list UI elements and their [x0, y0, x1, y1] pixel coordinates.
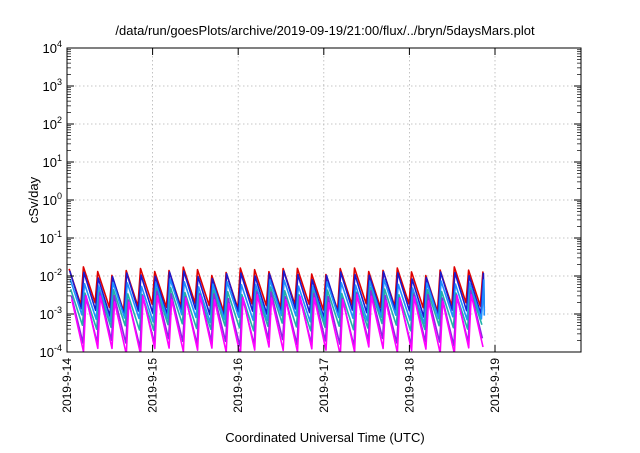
- y-tick-label: 101: [43, 153, 62, 170]
- series-line: [71, 293, 484, 352]
- chart-title: /data/run/goesPlots/archive/2019-09-19/2…: [115, 23, 535, 38]
- x-tick-label: 2019-9-14: [60, 358, 74, 413]
- series-line: [69, 286, 483, 332]
- x-tick-label: 2019-9-15: [146, 358, 160, 413]
- x-tick-label: 2019-9-19: [488, 358, 502, 413]
- y-tick-label: 104: [43, 39, 62, 56]
- x-tick-label: 2019-9-18: [402, 358, 416, 413]
- series-line: [69, 278, 486, 325]
- x-tick-labels: 2019-9-14 2019-9-15 2019-9-16 2019-9-17 2019…: [60, 358, 502, 413]
- y-tick-label: 102: [43, 115, 62, 132]
- y-tick-label: 10-2: [40, 267, 62, 284]
- axis-ticks: [66, 47, 581, 353]
- x-tick-label: 2019-9-16: [231, 358, 245, 413]
- y-tick-label: 10-3: [40, 305, 62, 322]
- y-tick-label: 10-4: [40, 343, 62, 360]
- y-axis-label: cSv/day: [26, 176, 41, 223]
- x-tick-label: 2019-9-17: [317, 358, 331, 413]
- series-line: [68, 270, 486, 319]
- y-tick-label: 103: [43, 77, 62, 94]
- y-tick-labels: 10-4 10-3 10-2 10-1 100 101 102 103 104: [40, 39, 62, 360]
- data-series: [68, 266, 486, 352]
- x-axis-label: Coordinated Universal Time (UTC): [225, 430, 424, 445]
- y-tick-label: 10-1: [40, 229, 62, 246]
- y-tick-label: 100: [43, 191, 62, 208]
